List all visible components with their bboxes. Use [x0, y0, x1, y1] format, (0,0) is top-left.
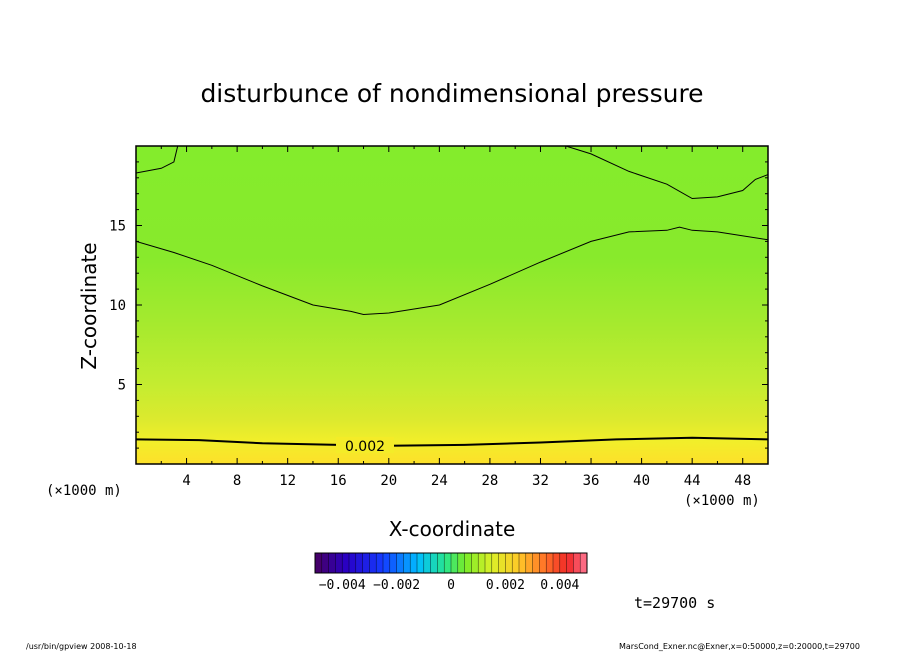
- colorbar-swatch: [457, 553, 466, 573]
- y-tick-label: 10: [109, 298, 126, 314]
- colorbar-swatch: [389, 553, 398, 573]
- colorbar-swatch: [335, 553, 343, 573]
- colorbar-swatch: [546, 553, 554, 573]
- colorbar-swatch: [559, 553, 568, 573]
- colorbar-swatch: [553, 553, 561, 573]
- colorbar-swatch: [519, 553, 527, 573]
- colorbar-swatch: [580, 553, 588, 573]
- colorbar-swatch: [349, 553, 357, 573]
- x-tick-label: 48: [734, 473, 751, 489]
- colorbar-tick-label: 0: [447, 578, 455, 593]
- colorbar-swatch: [498, 553, 506, 573]
- colorbar-swatch: [444, 553, 452, 573]
- footer-left: /usr/bin/gpview 2008-10-18: [26, 642, 137, 651]
- contour-label: 0.002: [345, 439, 385, 455]
- colorbar-swatch: [403, 553, 411, 573]
- x-tick-label: 24: [431, 473, 448, 489]
- colorbar-swatch: [437, 553, 445, 573]
- y-axis: 5 10 15: [109, 161, 768, 449]
- x-axis-label: X-coordinate: [389, 517, 516, 541]
- colorbar-swatch: [539, 553, 547, 573]
- footer-right: MarsCond_Exner.nc@Exner,x=0:50000,z=0:20…: [618, 642, 860, 651]
- x-tick-label: 16: [330, 473, 347, 489]
- colorbar: −0.004 −0.002 0 0.002 0.004: [314, 552, 588, 593]
- colorbar-swatch: [369, 553, 377, 573]
- colorbar-swatch: [566, 553, 574, 573]
- contour-fill: [136, 146, 768, 464]
- colorbar-swatch: [532, 553, 540, 573]
- colorbar-swatch: [505, 553, 513, 573]
- x-tick-label: 32: [532, 473, 549, 489]
- colorbar-swatch: [383, 553, 391, 573]
- colorbar-tick-label: −0.002: [373, 578, 420, 593]
- contour-line-2: [136, 146, 179, 174]
- colorbar-swatch: [525, 553, 534, 573]
- x-tick-label: 4: [182, 473, 190, 489]
- colorbar-swatch: [512, 553, 520, 573]
- colorbar-frame: [314, 552, 588, 574]
- contour-line-0: [136, 436, 768, 447]
- colorbar-swatch: [451, 553, 459, 573]
- colorbar-swatch: [430, 553, 438, 573]
- x-tick-label: 8: [233, 473, 241, 489]
- contour-lines: [136, 146, 768, 447]
- x-tick-label: 40: [633, 473, 650, 489]
- colorbar-swatch: [471, 553, 479, 573]
- y-axis-label: Z-coordinate: [77, 242, 101, 369]
- contour-line-3: [565, 146, 768, 200]
- colorbar-ticks: −0.004 −0.002 0 0.002 0.004: [319, 578, 580, 593]
- x-tick-label: 20: [380, 473, 397, 489]
- colorbar-swatch: [355, 553, 364, 573]
- colorbar-swatch: [342, 553, 350, 573]
- colorbar-swatch: [417, 553, 425, 573]
- colorbar-swatch: [410, 553, 418, 573]
- colorbar-swatches: [314, 553, 588, 573]
- colorbar-swatch: [376, 553, 384, 573]
- x-tick-label: 28: [481, 473, 498, 489]
- colorbar-tick-label: −0.004: [319, 578, 366, 593]
- colorbar-swatch: [321, 553, 330, 573]
- x-unit-left: (×1000 m): [46, 483, 122, 499]
- x-unit-right: (×1000 m): [684, 493, 760, 509]
- x-axis: 4 8 12 16 20 24 28 32 36 40 44 48: [160, 146, 751, 489]
- y-tick-label: 5: [118, 378, 126, 394]
- time-label: t=29700 s: [634, 594, 716, 612]
- y-tick-label: 15: [109, 219, 126, 235]
- x-tick-label: 36: [583, 473, 600, 489]
- colorbar-swatch: [464, 553, 472, 573]
- colorbar-swatch: [315, 553, 323, 573]
- plot-area: 0.002: [135, 145, 769, 465]
- contour-line-1: [136, 226, 768, 316]
- colorbar-tick-label: 0.002: [486, 578, 525, 593]
- colorbar-swatch: [478, 553, 486, 573]
- colorbar-swatch: [485, 553, 493, 573]
- chart-title: disturbunce of nondimensional pressure: [200, 79, 703, 108]
- colorbar-swatch: [396, 553, 404, 573]
- colorbar-swatch: [362, 553, 370, 573]
- contour-label-bg: [336, 437, 394, 453]
- colorbar-swatch: [328, 553, 336, 573]
- colorbar-swatch: [573, 553, 581, 573]
- colorbar-swatch: [491, 553, 500, 573]
- colorbar-tick-label: 0.004: [540, 578, 579, 593]
- colorbar-swatch: [423, 553, 432, 573]
- x-tick-label: 44: [684, 473, 701, 489]
- x-tick-label: 12: [279, 473, 296, 489]
